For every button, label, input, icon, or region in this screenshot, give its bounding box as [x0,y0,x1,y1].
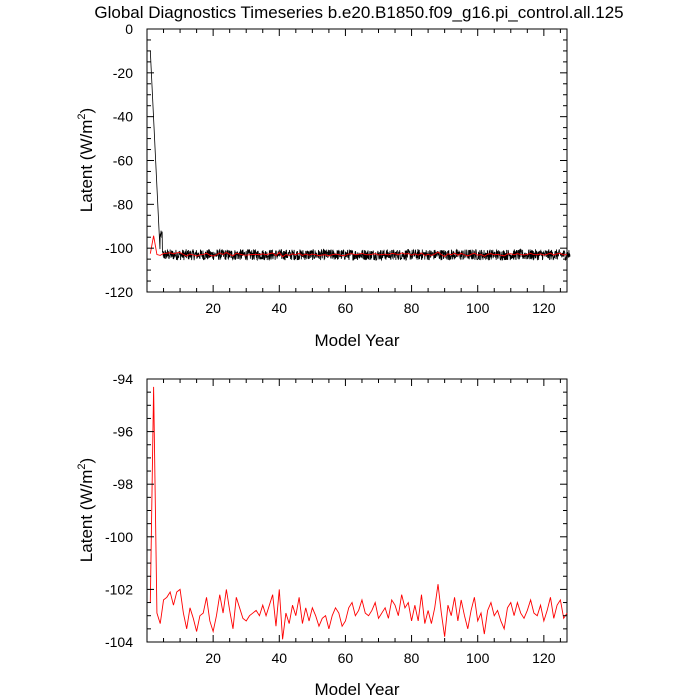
top-x-axis-title: Model Year [314,331,399,350]
bottom-x-tick-label: 120 [532,650,556,666]
bottom-x-tick-label: 20 [205,650,221,666]
bottom-y-tick-label: -100 [105,529,133,545]
bottom-panel: 20 40 60 80 100 120 -94 -96 -98 -100 -102 -104 Mode… [76,371,568,699]
top-y-tick-label: -40 [113,109,133,125]
bottom-y-tick-label: -94 [113,371,133,387]
bottom-y-tick-label: -104 [105,634,133,650]
top-y-tick-label: -100 [105,240,133,256]
figure-title: Global Diagnostics Timeseries b.e20.B185… [94,3,623,22]
bottom-y-tick-label: -102 [105,581,133,597]
bottom-y-axis-title: Latent (W/m2) [76,458,96,562]
bottom-series-line-0 [149,386,568,640]
top-series-line-0 [149,50,571,262]
top-y-tick-label: -80 [113,196,133,212]
top-y-tick-label: -60 [113,153,133,169]
top-y-axis-title: Latent (W/m2) [76,108,96,212]
bottom-series-lines [149,386,568,640]
top-panel: 20 40 60 80 100 120 0 -20 -40 -60 -80 -100 -120 Mode… [76,21,571,350]
bottom-axis-ticks: 20 40 60 80 100 120 -94 -96 -98 -100 -102 -104 [105,371,567,666]
bottom-x-tick-label: 100 [466,650,490,666]
bottom-x-tick-label: 40 [271,650,287,666]
bottom-x-axis-title: Model Year [314,680,399,699]
top-x-tick-label: 60 [338,300,354,316]
bottom-plot-frame [146,378,568,643]
top-x-tick-label: 100 [466,300,490,316]
top-x-tick-label: 120 [532,300,556,316]
bottom-y-tick-label: -98 [113,476,133,492]
bottom-y-tick-label: -96 [113,424,133,440]
top-x-tick-label: 20 [205,300,221,316]
top-axis-ticks: 20 40 60 80 100 120 0 -20 -40 -60 -80 -100 -120 [105,21,567,316]
top-series-lines [149,50,571,262]
bottom-x-tick-label: 80 [404,650,420,666]
top-x-tick-label: 40 [271,300,287,316]
top-y-tick-label: -120 [105,284,133,300]
top-x-tick-label: 80 [404,300,420,316]
bottom-x-tick-label: 60 [338,650,354,666]
top-y-tick-label: -20 [113,65,133,81]
top-y-tick-label: 0 [125,21,133,37]
top-series-line-1 [149,235,568,258]
